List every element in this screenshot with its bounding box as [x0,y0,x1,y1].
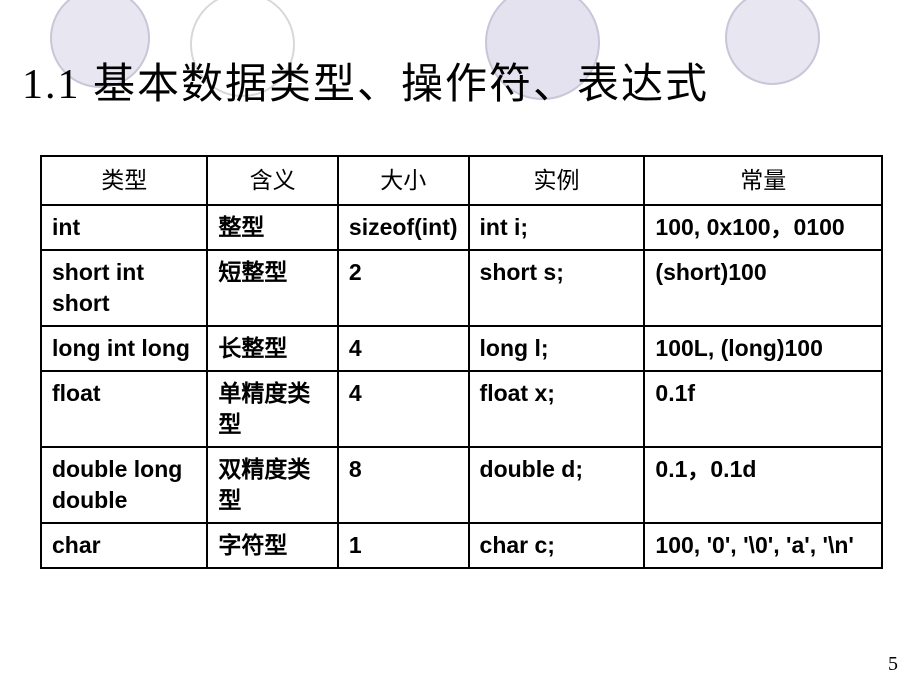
header-type: 类型 [41,156,207,205]
cell-meaning: 整型 [207,205,338,250]
cell-size: 2 [338,250,469,326]
cell-meaning: 短整型 [207,250,338,326]
table-row: char 字符型 1 char c; 100, '0', '\0', 'a', … [41,523,882,568]
cell-type: int [41,205,207,250]
page-title: 1.1 基本数据类型、操作符、表达式 [22,50,709,111]
cell-meaning: 双精度类型 [207,447,338,523]
table-header-row: 类型 含义 大小 实例 常量 [41,156,882,205]
decor-circle [725,0,820,85]
table-row: int 整型 sizeof(int) int i; 100, 0x100，010… [41,205,882,250]
cell-constant: (short)100 [644,250,882,326]
cell-size: 4 [338,326,469,371]
cell-meaning: 字符型 [207,523,338,568]
cell-type: float [41,371,207,447]
cell-meaning: 单精度类型 [207,371,338,447]
cell-constant: 100L, (long)100 [644,326,882,371]
page-number: 5 [888,653,898,676]
header-example: 实例 [469,156,645,205]
cell-constant: 100, '0', '\0', 'a', '\n' [644,523,882,568]
cell-type: long int long [41,326,207,371]
header-size: 大小 [338,156,469,205]
cell-example: double d; [469,447,645,523]
cell-type: short int short [41,250,207,326]
cell-size: 1 [338,523,469,568]
table-row: long int long 长整型 4 long l; 100L, (long)… [41,326,882,371]
cell-size: 8 [338,447,469,523]
cell-example: short s; [469,250,645,326]
cell-size: sizeof(int) [338,205,469,250]
cell-meaning: 长整型 [207,326,338,371]
table-row: float 单精度类型 4 float x; 0.1f [41,371,882,447]
cell-constant: 0.1f [644,371,882,447]
cell-constant: 100, 0x100，0100 [644,205,882,250]
header-constant: 常量 [644,156,882,205]
cell-example: float x; [469,371,645,447]
cell-type: char [41,523,207,568]
header-meaning: 含义 [207,156,338,205]
data-types-table: 类型 含义 大小 实例 常量 int 整型 sizeof(int) int i;… [40,155,883,569]
cell-example: int i; [469,205,645,250]
cell-type: double long double [41,447,207,523]
table-row: double long double 双精度类型 8 double d; 0.1… [41,447,882,523]
cell-example: long l; [469,326,645,371]
cell-size: 4 [338,371,469,447]
cell-example: char c; [469,523,645,568]
cell-constant: 0.1，0.1d [644,447,882,523]
table-row: short int short 短整型 2 short s; (short)10… [41,250,882,326]
